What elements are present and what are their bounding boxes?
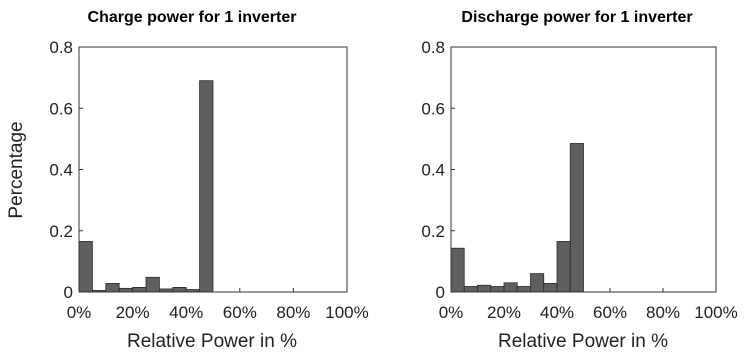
- left-bar-9: [199, 80, 214, 293]
- left-bar-5: [145, 276, 160, 293]
- left-y-tick-label-1: 0.2: [49, 222, 73, 241]
- right-x-tick-label-0: 0%: [439, 303, 464, 322]
- left-y-axis-label: Percentage: [6, 121, 27, 218]
- left-y-tick-label-0: 0: [64, 283, 73, 302]
- left-y-tick-label-2: 0.4: [49, 161, 73, 180]
- right-plot-area: 0 0.2 0.4 0.6 0.8 0% 20% 40% 60% 80% 100%: [421, 38, 737, 322]
- right-y-tick-label-2: 0.4: [421, 161, 445, 180]
- left-x-tick-label-5: 100%: [325, 303, 368, 322]
- right-chart-title: Discharge power for 1 inverter: [461, 9, 692, 26]
- right-bar-2: [477, 284, 492, 293]
- left-bar-3: [118, 287, 133, 293]
- left-x-tick-label-0: 0%: [67, 303, 92, 322]
- right-y-tick-label-0: 0: [436, 283, 445, 302]
- right-y-tick-label-4: 0.8: [421, 38, 445, 57]
- right-bar-9: [569, 143, 584, 293]
- right-x-tick-label-1: 20%: [487, 303, 521, 322]
- left-bar-2: [105, 283, 120, 293]
- right-bar-5: [516, 286, 531, 293]
- right-bar-7: [543, 283, 558, 293]
- right-bar-3: [490, 286, 505, 293]
- right-chart: Discharge power for 1 inverter 0 0.2 0.4 0.…: [421, 9, 737, 352]
- right-y-tick-label-1: 0.2: [421, 222, 445, 241]
- right-x-axis-label: Relative Power in %: [498, 331, 668, 352]
- right-x-tick-label-4: 80%: [646, 303, 680, 322]
- left-chart-title: Charge power for 1 inverter: [88, 9, 297, 26]
- right-x-tick-label-3: 60%: [593, 303, 627, 322]
- left-y-tick-label-4: 0.8: [49, 38, 73, 57]
- right-y-tick-label-3: 0.6: [421, 99, 445, 118]
- left-bar-7: [172, 287, 187, 293]
- left-x-tick-label-2: 40%: [169, 303, 203, 322]
- right-bar-8: [556, 241, 571, 293]
- left-x-tick-label-1: 20%: [116, 303, 150, 322]
- right-bar-1: [463, 286, 478, 293]
- left-chart: Charge power for 1 inverter Percentage 0…: [6, 9, 369, 352]
- left-plot-area: 0 0.2 0.4 0.6 0.8 0% 20% 40% 60% 80% 100%: [49, 38, 368, 322]
- left-y-tick-label-3: 0.6: [49, 99, 73, 118]
- left-bar-0: [78, 241, 93, 293]
- right-x-tick-label-5: 100%: [694, 303, 737, 322]
- right-bar-0: [450, 247, 465, 293]
- left-bar-4: [132, 287, 147, 293]
- right-bar-4: [503, 282, 518, 293]
- right-x-tick-label-2: 40%: [540, 303, 574, 322]
- left-x-tick-label-3: 60%: [223, 303, 257, 322]
- left-x-tick-label-4: 80%: [276, 303, 310, 322]
- right-bar-6: [530, 273, 545, 293]
- left-x-axis-label: Relative Power in %: [127, 331, 297, 352]
